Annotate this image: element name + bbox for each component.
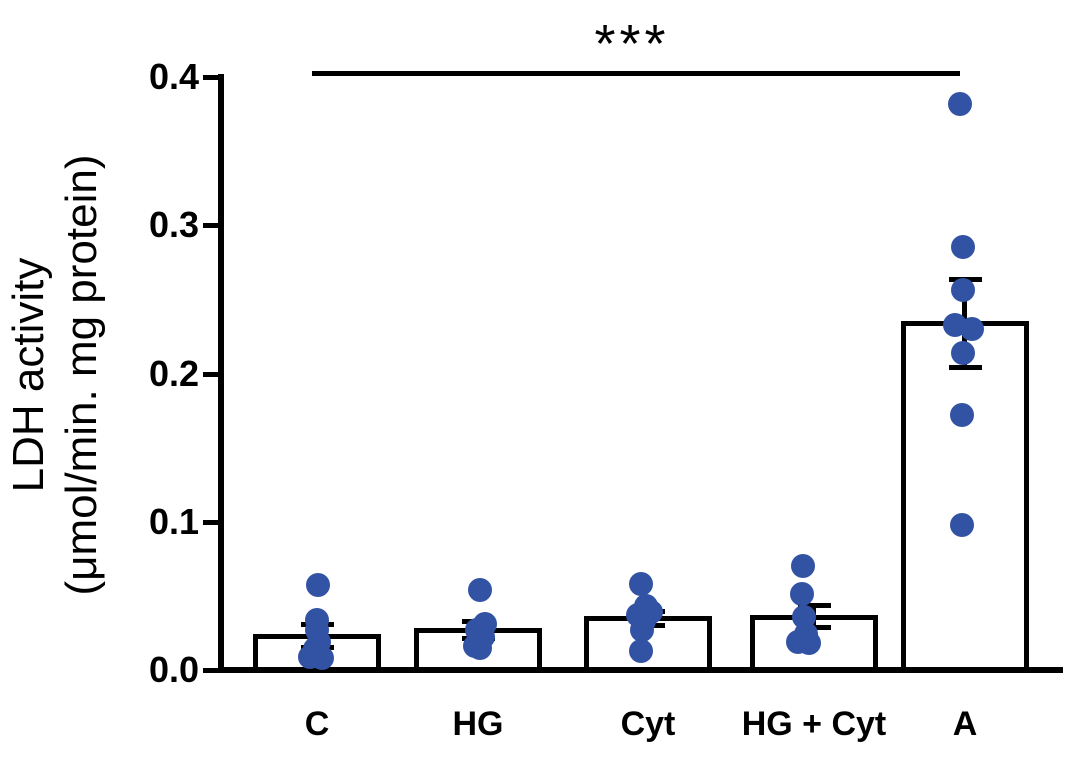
y-tick-label-0-2: 0.2 (148, 352, 199, 394)
x-axis-line (218, 667, 1063, 673)
x-label-c: C (304, 705, 330, 743)
error-bar-cap-top-hg-cyt (797, 602, 831, 608)
x-label-hg: HG (452, 705, 504, 743)
y-tick-label-0-3: 0.3 (148, 204, 199, 246)
data-point-a-3 (951, 278, 975, 303)
y-tick-0-1 (203, 519, 218, 525)
y-tick-0-0 (203, 668, 218, 673)
data-point-cyt-1 (629, 572, 653, 596)
y-tick-0-3 (203, 223, 218, 229)
y-axis-title: LDH activity (μmol/min. mg protein) (2, 75, 112, 675)
data-point-cyt-6 (630, 617, 654, 642)
significance-label: *** (594, 14, 670, 74)
data-point-a-6 (951, 340, 975, 365)
data-point-a-1 (948, 91, 972, 116)
y-axis-title-line1: LDH activity (4, 257, 53, 493)
data-point-hg-cyt-6 (797, 631, 821, 656)
x-label-a: A (952, 705, 978, 743)
data-point-hg-cyt-1 (791, 554, 815, 579)
y-tick-label-0-1: 0.1 (148, 500, 199, 542)
data-point-c-1 (306, 573, 330, 598)
y-tick-label-0-4: 0.4 (148, 56, 199, 97)
bar-a (901, 321, 1029, 672)
y-tick-label-0-0: 0.0 (148, 649, 199, 690)
y-tick-0-2 (203, 371, 218, 377)
x-label-hg-cyt: HG + Cyt (741, 705, 887, 743)
data-point-c-7 (310, 646, 334, 671)
y-axis-title-line2: (μmol/min. mg protein) (57, 154, 106, 596)
y-axis-line (218, 74, 224, 673)
data-point-hg-6 (468, 635, 492, 660)
data-point-a-2 (951, 235, 975, 260)
significance-line (312, 71, 960, 76)
data-point-a-7 (950, 403, 974, 427)
data-point-a-8 (950, 512, 974, 537)
data-point-hg-cyt-2 (790, 582, 814, 607)
data-point-a-5 (960, 317, 984, 342)
data-point-hg-1 (468, 577, 492, 602)
y-tick-0-4 (203, 75, 218, 80)
error-bar-cap-bottom-a (948, 364, 982, 370)
x-label-cyt: Cyt (620, 705, 676, 743)
data-point-cyt-7 (629, 638, 653, 663)
